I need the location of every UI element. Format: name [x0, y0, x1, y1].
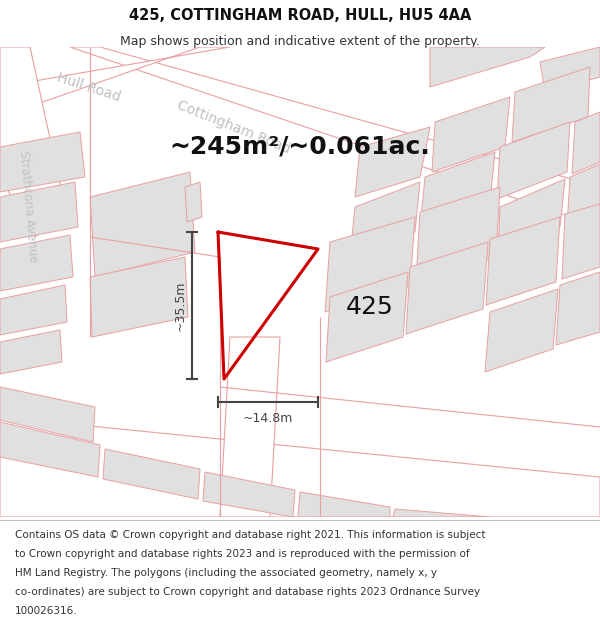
- Polygon shape: [0, 285, 67, 335]
- Polygon shape: [432, 97, 510, 172]
- Text: Contains OS data © Crown copyright and database right 2021. This information is : Contains OS data © Crown copyright and d…: [15, 530, 485, 540]
- Polygon shape: [103, 449, 200, 499]
- Polygon shape: [220, 337, 280, 517]
- Polygon shape: [70, 47, 600, 227]
- Polygon shape: [420, 152, 495, 229]
- Polygon shape: [0, 330, 62, 374]
- Polygon shape: [406, 242, 488, 334]
- Polygon shape: [355, 127, 430, 197]
- Text: ~245m²/~0.061ac.: ~245m²/~0.061ac.: [170, 135, 430, 159]
- Polygon shape: [0, 47, 65, 237]
- Polygon shape: [0, 182, 78, 242]
- Text: Map shows position and indicative extent of the property.: Map shows position and indicative extent…: [120, 35, 480, 48]
- Polygon shape: [512, 67, 590, 142]
- Polygon shape: [430, 47, 545, 87]
- Polygon shape: [185, 182, 202, 222]
- Polygon shape: [567, 164, 600, 227]
- Polygon shape: [325, 217, 415, 312]
- Text: to Crown copyright and database rights 2023 and is reproduced with the permissio: to Crown copyright and database rights 2…: [15, 549, 470, 559]
- Text: ~14.8m: ~14.8m: [243, 411, 293, 424]
- Polygon shape: [90, 172, 195, 277]
- Polygon shape: [497, 122, 570, 199]
- Polygon shape: [90, 257, 188, 337]
- Polygon shape: [0, 417, 600, 517]
- Polygon shape: [498, 179, 565, 255]
- Polygon shape: [203, 472, 295, 517]
- Text: 100026316.: 100026316.: [15, 606, 77, 616]
- Polygon shape: [350, 182, 420, 257]
- Polygon shape: [416, 187, 500, 282]
- Polygon shape: [0, 422, 100, 477]
- Polygon shape: [393, 509, 490, 517]
- Polygon shape: [0, 132, 85, 192]
- Polygon shape: [0, 235, 73, 291]
- Text: Hull Road: Hull Road: [55, 70, 122, 104]
- Text: ~35.5m: ~35.5m: [173, 280, 187, 331]
- Polygon shape: [326, 272, 408, 362]
- Text: co-ordinates) are subject to Crown copyright and database rights 2023 Ordnance S: co-ordinates) are subject to Crown copyr…: [15, 587, 480, 597]
- Text: HM Land Registry. The polygons (including the associated geometry, namely x, y: HM Land Registry. The polygons (includin…: [15, 568, 437, 578]
- Polygon shape: [486, 217, 560, 305]
- Polygon shape: [540, 47, 600, 92]
- Polygon shape: [556, 272, 600, 345]
- Text: Strathcona Avenue: Strathcona Avenue: [17, 151, 40, 264]
- Polygon shape: [572, 112, 600, 174]
- Polygon shape: [0, 387, 95, 442]
- Polygon shape: [562, 204, 600, 279]
- Polygon shape: [0, 47, 230, 117]
- Text: 425, COTTINGHAM ROAD, HULL, HU5 4AA: 425, COTTINGHAM ROAD, HULL, HU5 4AA: [129, 9, 471, 24]
- Polygon shape: [298, 492, 390, 517]
- Text: 425: 425: [346, 295, 394, 319]
- Polygon shape: [485, 289, 558, 372]
- Text: Cottingham Road: Cottingham Road: [175, 98, 292, 156]
